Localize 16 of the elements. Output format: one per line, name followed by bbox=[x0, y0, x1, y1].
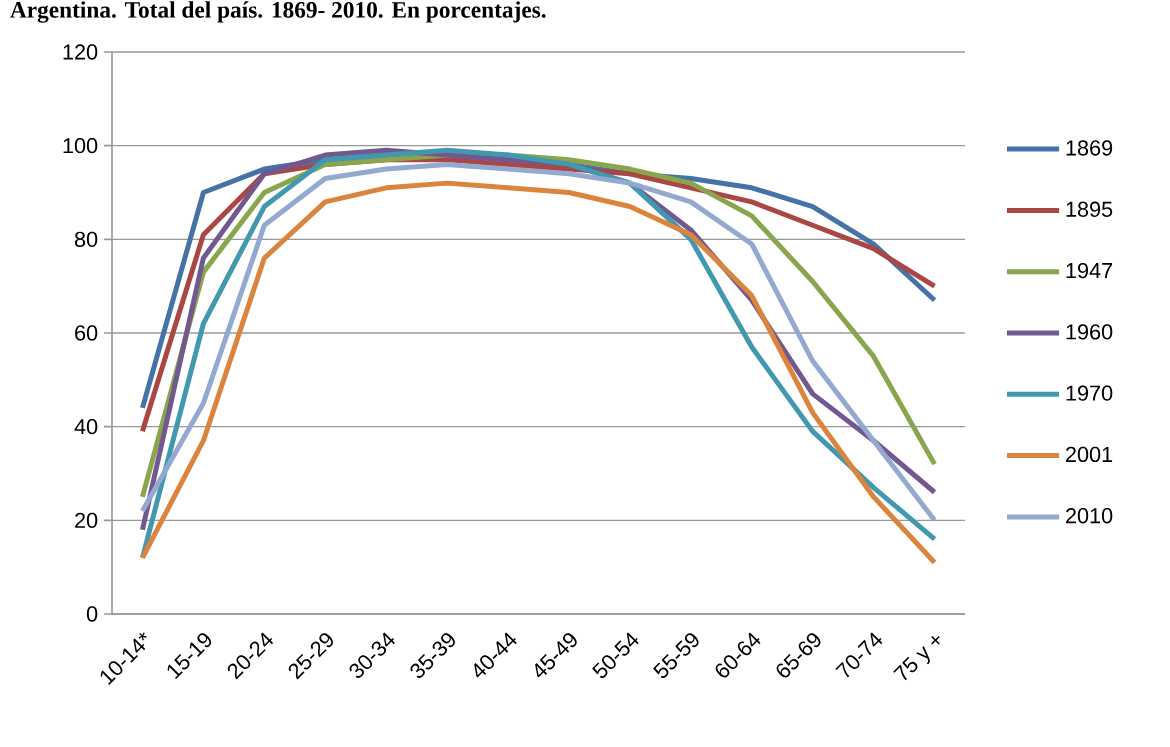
y-tick-label: 20 bbox=[75, 512, 98, 528]
y-tick-label: 100 bbox=[63, 137, 98, 154]
y-tick-label: 80 bbox=[74, 231, 98, 247]
legend-label: 1947 bbox=[1066, 262, 1113, 279]
legend-label: 1970 bbox=[1066, 385, 1113, 401]
y-tick-label: 40 bbox=[74, 418, 98, 435]
y-tick-label: 0 bbox=[86, 606, 98, 622]
legend-label: 2010 bbox=[1066, 508, 1113, 524]
legend-label: 1895 bbox=[1066, 201, 1113, 217]
y-tick-label: 120 bbox=[63, 44, 98, 60]
legend-label: 1869 bbox=[1066, 140, 1113, 156]
legend-label: 2001 bbox=[1066, 446, 1113, 463]
chart-title: Argentina. Total del país. 1869- 2010. En porcentajes. bbox=[10, 1, 546, 23]
y-tick-label: 60 bbox=[75, 325, 98, 341]
x-tick-label: 75 y + bbox=[893, 635, 940, 681]
legend-label: 1960 bbox=[1066, 324, 1113, 340]
